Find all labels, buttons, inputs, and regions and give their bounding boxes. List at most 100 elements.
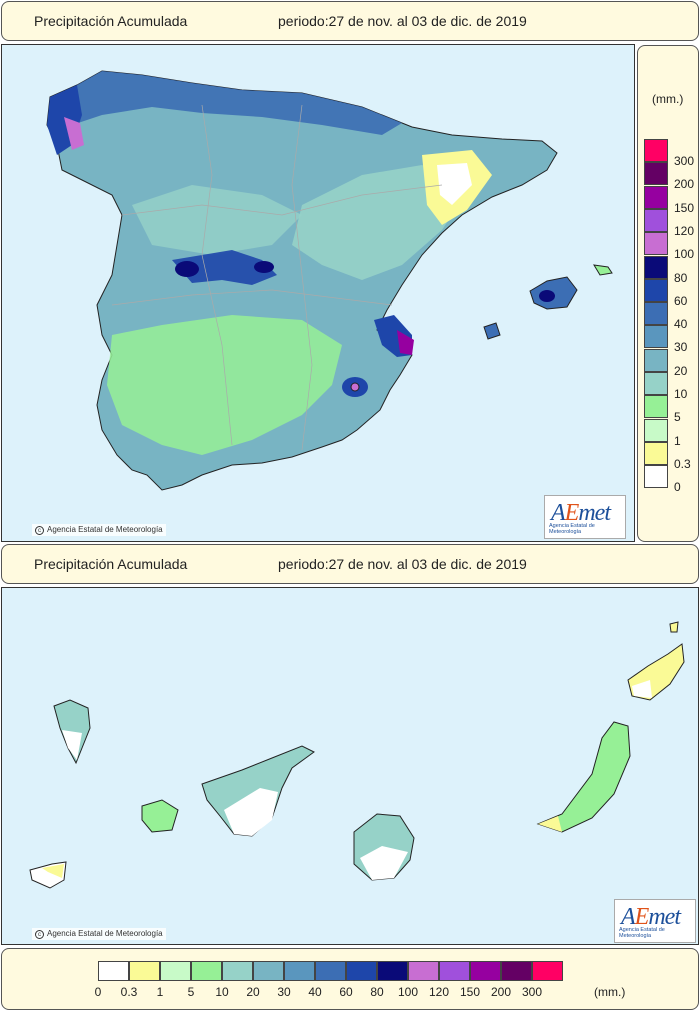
- map-period: periodo:27 de nov. al 03 de dic. de 2019: [278, 13, 527, 29]
- legend-swatch: [408, 961, 439, 981]
- lanzarote-dry: [632, 680, 652, 698]
- legend-unit: (mm.): [594, 985, 626, 999]
- legend-label: 1: [674, 433, 681, 448]
- legend-swatch: [253, 961, 284, 981]
- ibiza: [483, 322, 501, 340]
- legend-swatch: [644, 139, 668, 162]
- legend-swatch: [501, 961, 532, 981]
- legend-label: 80: [370, 985, 384, 999]
- menorca: [593, 264, 613, 276]
- peninsula-map-graphic: [46, 70, 613, 491]
- aemet-logo: AEmet Agencia Estatal de Meteorología: [614, 899, 696, 943]
- gran-canaria-dry: [360, 846, 408, 880]
- central-system-zone: [172, 250, 277, 285]
- galicia-max-zone: [64, 117, 84, 150]
- legend-swatch: [129, 961, 160, 981]
- central-max-b: [254, 261, 274, 273]
- legend-label: 30: [674, 340, 688, 355]
- la-graciosa: [669, 621, 679, 633]
- legend-label: 150: [674, 200, 695, 215]
- canary-precipitation-map: c Agencia Estatal de Meteorología AEmet A…: [1, 587, 699, 945]
- murcia-max: [350, 382, 360, 392]
- map-credit: c Agencia Estatal de Meteorología: [32, 524, 166, 536]
- north-plateau-zone: [132, 185, 302, 255]
- legend-swatch: [191, 961, 222, 981]
- legend-label: 150: [459, 985, 481, 999]
- legend-swatch: [644, 348, 668, 372]
- fuerteventura: [536, 721, 631, 833]
- legend-swatch: [470, 961, 501, 981]
- legend-label: 10: [215, 985, 229, 999]
- legend-swatch: [532, 961, 563, 981]
- legend-label: 60: [339, 985, 353, 999]
- legend-label: 80: [674, 270, 688, 285]
- legend-label: 20: [246, 985, 260, 999]
- legend-swatch: [160, 961, 191, 981]
- north-coast-band: [72, 71, 402, 135]
- legend-label: 20: [674, 363, 688, 378]
- legend-label: 200: [490, 985, 512, 999]
- horizontal-legend: 0 0.3 1 5 10 20 30 40 60 80 100 120 150 200 300 (mm.): [1, 948, 699, 1010]
- legend-label: 10: [674, 387, 688, 401]
- legend-swatch: [644, 208, 668, 232]
- legend-label: 200: [674, 177, 695, 192]
- legend-label: 30: [277, 985, 291, 999]
- fuerteventura-south: [538, 816, 562, 832]
- legend-swatch: [284, 961, 315, 981]
- legend-label: 0: [674, 480, 681, 495]
- legend-swatch: [98, 961, 129, 981]
- aemet-logo: AEmet Agencia Estatal de Meteorología: [544, 495, 626, 539]
- legend-label: 120: [674, 223, 695, 238]
- legend-label: 300: [674, 154, 695, 168]
- legend-label: 0: [94, 985, 102, 999]
- legend-swatch: [377, 961, 408, 981]
- peninsula-precipitation-map: c Agencia Estatal de Meteorología AEmet A…: [1, 44, 635, 542]
- legend-swatch: [222, 961, 253, 981]
- legend-swatch: [644, 325, 668, 349]
- top-map-header: Precipitación Acumulada periodo:27 de no…: [1, 1, 699, 41]
- legend-unit: (mm.): [652, 92, 684, 106]
- el-hierro-wet: [42, 864, 64, 878]
- copyright-icon: c: [35, 930, 44, 939]
- central-max-a: [175, 261, 199, 277]
- south-light-zone: [107, 315, 342, 455]
- legend-swatch: [439, 961, 470, 981]
- legend-label: 5: [674, 410, 681, 425]
- map-period: periodo:27 de nov. al 03 de dic. de 2019: [278, 556, 527, 572]
- legend-label: 120: [428, 985, 450, 999]
- legend-swatch: [644, 465, 668, 489]
- legend-swatch: [644, 232, 668, 256]
- legend-swatch: [644, 255, 668, 279]
- legend-label: 100: [674, 247, 695, 262]
- legend-label: 300: [521, 985, 543, 999]
- legend-label: 40: [674, 317, 688, 332]
- peninsula-shape: [46, 70, 558, 491]
- catalonia-white-zone: [437, 163, 472, 205]
- vertical-legend: (mm.) 300 200 150 120 100 80 60 40 30 20 10 5 1 0.3 0: [637, 45, 699, 542]
- legend-swatch: [644, 395, 668, 419]
- legend-swatch: [644, 278, 668, 302]
- legend-swatch: [644, 441, 668, 465]
- tenerife-dry: [224, 788, 278, 836]
- legend-label: 0.3: [674, 456, 691, 471]
- legend-swatch: [315, 961, 346, 981]
- legend-swatch: [644, 162, 668, 186]
- legend-swatch: [644, 372, 668, 395]
- legend-label: 60: [674, 293, 688, 308]
- map-title: Precipitación Acumulada: [34, 13, 188, 29]
- legend-swatch: [644, 185, 668, 209]
- canary-map-graphic: [29, 621, 685, 889]
- bottom-map-header: Precipitación Acumulada periodo:27 de no…: [1, 544, 699, 584]
- map-credit: c Agencia Estatal de Meteorología: [32, 928, 166, 940]
- mallorca-max: [539, 290, 555, 302]
- legend-label: 100: [397, 985, 419, 999]
- legend-swatch: [644, 418, 668, 442]
- legend-label: 40: [308, 985, 322, 999]
- la-gomera: [141, 799, 179, 833]
- legend-swatch: [346, 961, 377, 981]
- legend-label: 1: [156, 985, 164, 999]
- map-title: Precipitación Acumulada: [34, 556, 188, 572]
- province-borders: [111, 104, 443, 451]
- copyright-icon: c: [35, 526, 44, 535]
- legend-swatch: [644, 302, 668, 326]
